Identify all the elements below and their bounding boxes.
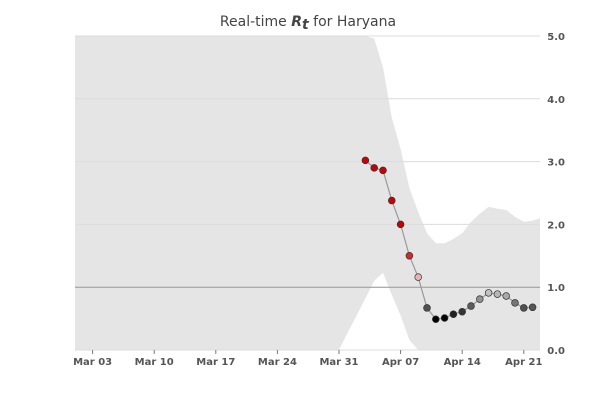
x-tick-label: Mar 10 xyxy=(135,357,174,368)
x-tick-label: Apr 07 xyxy=(382,357,419,368)
x-tick-label: Mar 03 xyxy=(73,357,112,368)
y-tick-label: 4.0 xyxy=(547,95,565,106)
x-tick-label: Mar 24 xyxy=(258,357,297,368)
y-tick-label: 2.0 xyxy=(547,220,565,231)
chart-title-suffix: for Haryana xyxy=(309,14,396,30)
x-tick-label: Mar 17 xyxy=(196,357,235,368)
rt-point xyxy=(414,273,422,281)
rt-point xyxy=(361,156,370,165)
rt-point xyxy=(493,290,502,298)
x-axis: Mar 03 Mar 10 Mar 17 Mar 24 Mar 31 Apr 07 Apr … xyxy=(73,350,542,368)
rt-point xyxy=(467,302,475,310)
rt-point xyxy=(423,304,431,312)
rt-point xyxy=(396,220,405,229)
rt-point xyxy=(520,304,528,312)
rt-points xyxy=(361,156,537,323)
rt-point xyxy=(370,164,378,172)
chart-title-prefix: Real-time xyxy=(220,14,291,30)
rt-point xyxy=(528,303,537,312)
rt-point xyxy=(458,307,466,316)
chart-title-subscript: t xyxy=(302,17,310,33)
y-tick-label: 1.0 xyxy=(547,283,565,294)
rt-point xyxy=(405,252,414,260)
x-tick-label: Apr 14 xyxy=(444,357,481,368)
y-tick-label: 5.0 xyxy=(547,32,565,43)
rt-point xyxy=(476,295,484,303)
rt-point xyxy=(502,292,510,300)
rt-point xyxy=(511,299,519,307)
rt-point xyxy=(484,289,493,297)
credible-interval-band xyxy=(75,36,540,350)
y-tick-label: 3.0 xyxy=(547,158,565,169)
rt-point xyxy=(440,314,449,322)
y-tick-label: 0.0 xyxy=(547,346,565,357)
x-tick-label: Apr 21 xyxy=(505,357,542,368)
x-tick-label: Mar 31 xyxy=(319,357,358,368)
chart-title: Real-time Rt for Haryana xyxy=(220,14,396,33)
rt-point xyxy=(449,310,458,318)
y-axis: 0.0 1.0 2.0 3.0 4.0 5.0 xyxy=(547,32,565,357)
band-area xyxy=(75,36,540,350)
rt-point xyxy=(388,196,396,205)
rt-point xyxy=(379,166,387,175)
rt-point xyxy=(432,315,440,323)
chart-title-symbol: R xyxy=(291,14,302,30)
